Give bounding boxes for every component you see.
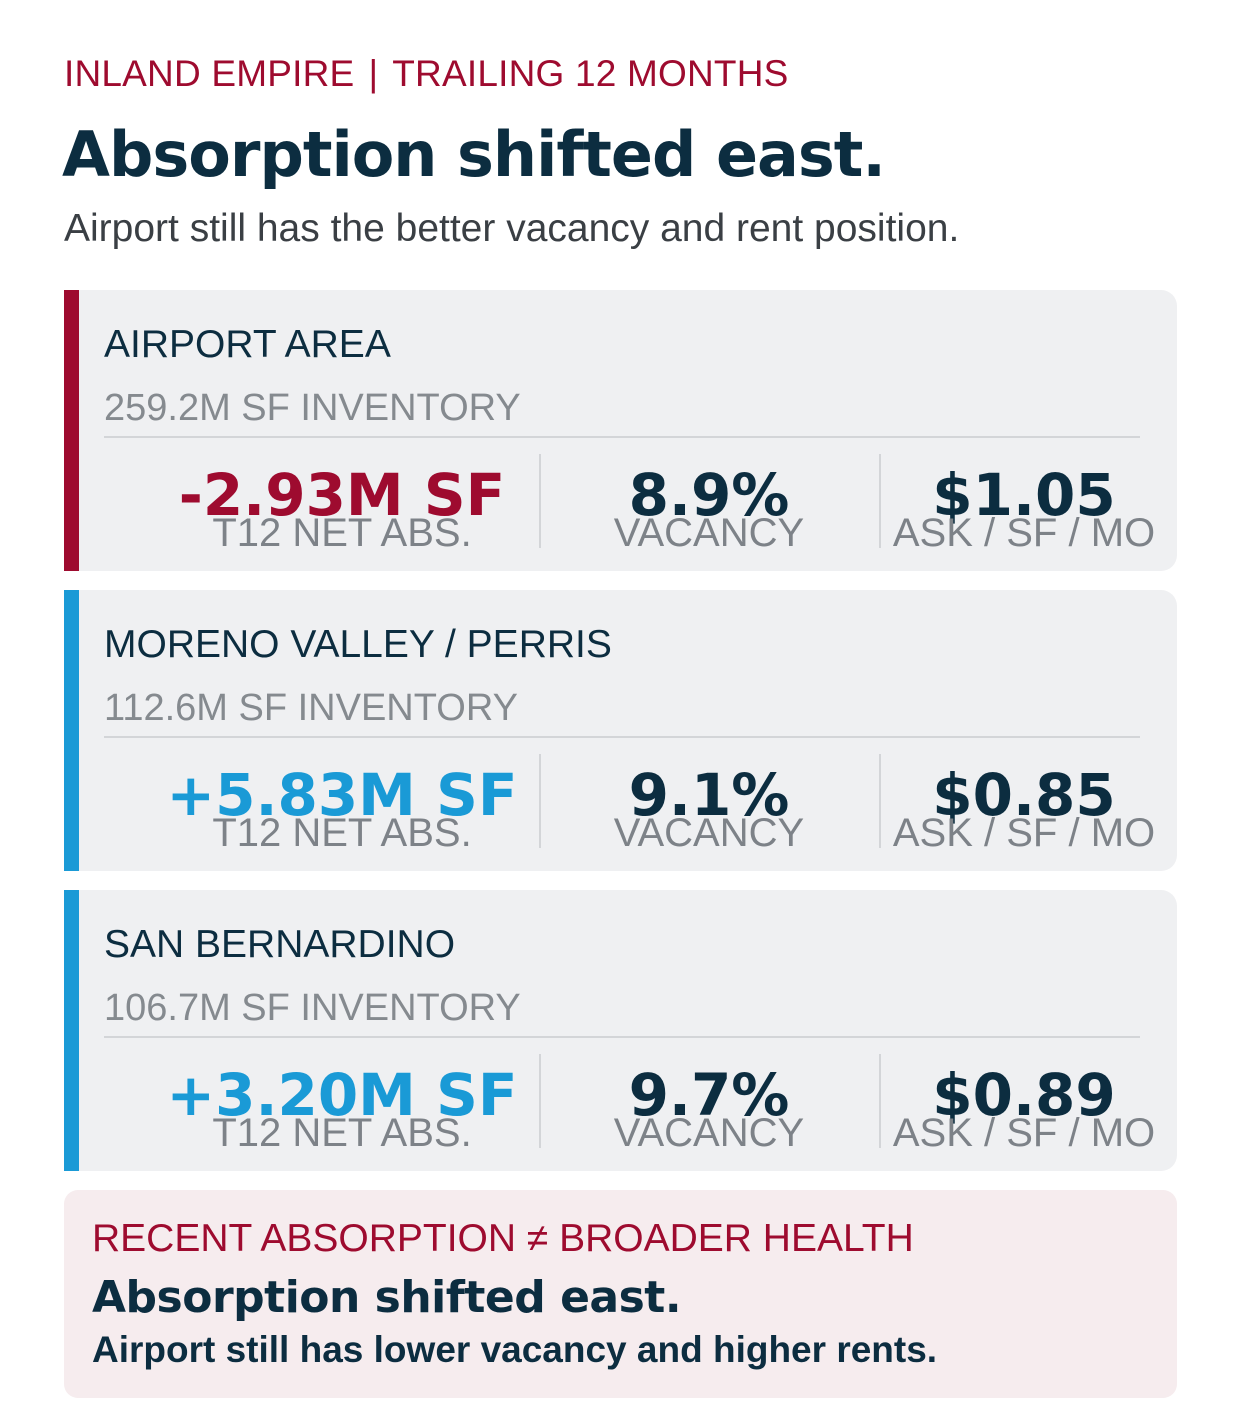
header-kicker: INLAND EMPIRE | TRAILING 12 MONTHS bbox=[64, 52, 789, 96]
submarket-card-airport-area: AIRPORT AREA 259.2M SF INVENTORY -2.93M … bbox=[64, 290, 1177, 571]
asking-rent-label: ASK / SF / MO bbox=[892, 511, 1156, 555]
vacancy-value: 8.9% bbox=[628, 461, 790, 529]
metric-vacancy: 9.1% VACANCY bbox=[574, 764, 844, 854]
period-label: TRAILING 12 MONTHS bbox=[392, 53, 789, 94]
metric-asking-rent: $0.89 ASK / SF / MO bbox=[874, 1064, 1174, 1154]
card-divider bbox=[104, 1036, 1140, 1038]
region-label: INLAND EMPIRE bbox=[64, 53, 355, 94]
vacancy-label: VACANCY bbox=[613, 811, 805, 855]
card-accent-bar bbox=[64, 590, 79, 871]
metric-vacancy: 8.9% VACANCY bbox=[574, 464, 844, 554]
net-absorption-label: T12 NET ABS. bbox=[212, 811, 472, 855]
metric-divider bbox=[879, 454, 881, 548]
metric-divider bbox=[879, 1054, 881, 1148]
submarket-name: AIRPORT AREA bbox=[104, 323, 391, 366]
page-title: Absorption shifted east. bbox=[62, 118, 886, 191]
metric-divider bbox=[539, 454, 541, 548]
asking-rent-value: $0.85 bbox=[932, 761, 1116, 829]
net-absorption-value: -2.93M SF bbox=[178, 461, 506, 529]
metric-asking-rent: $1.05 ASK / SF / MO bbox=[874, 464, 1174, 554]
callout-body: Airport still has lower vacancy and high… bbox=[92, 1329, 938, 1370]
vacancy-label: VACANCY bbox=[613, 511, 805, 555]
metric-divider bbox=[539, 1054, 541, 1148]
card-divider bbox=[104, 436, 1140, 438]
submarket-inventory: 112.6M SF INVENTORY bbox=[104, 687, 518, 729]
kicker-separator: | bbox=[368, 53, 379, 94]
callout-kicker: RECENT ABSORPTION ≠ BROADER HEALTH bbox=[92, 1217, 914, 1260]
asking-rent-label: ASK / SF / MO bbox=[892, 811, 1156, 855]
net-absorption-value: +5.83M SF bbox=[166, 761, 518, 829]
card-divider bbox=[104, 736, 1140, 738]
metric-net-absorption: +5.83M SF T12 NET ABS. bbox=[122, 764, 562, 854]
submarket-inventory: 259.2M SF INVENTORY bbox=[104, 387, 521, 429]
card-accent-bar bbox=[64, 290, 79, 571]
callout-box: RECENT ABSORPTION ≠ BROADER HEALTH Absor… bbox=[64, 1190, 1177, 1398]
card-accent-bar bbox=[64, 890, 79, 1171]
metric-net-absorption: -2.93M SF T12 NET ABS. bbox=[122, 464, 562, 554]
metric-divider bbox=[539, 754, 541, 848]
net-absorption-value: +3.20M SF bbox=[166, 1061, 518, 1129]
metric-vacancy: 9.7% VACANCY bbox=[574, 1064, 844, 1154]
asking-rent-label: ASK / SF / MO bbox=[892, 1111, 1156, 1155]
callout-headline: Absorption shifted east. bbox=[92, 1272, 682, 1323]
net-absorption-label: T12 NET ABS. bbox=[212, 511, 472, 555]
submarket-name: MORENO VALLEY / PERRIS bbox=[104, 623, 612, 666]
submarket-name: SAN BERNARDINO bbox=[104, 923, 456, 966]
submarket-card-moreno-valley-perris: MORENO VALLEY / PERRIS 112.6M SF INVENTO… bbox=[64, 590, 1177, 871]
page-subtitle: Airport still has the better vacancy and… bbox=[64, 207, 960, 250]
asking-rent-value: $1.05 bbox=[932, 461, 1116, 529]
net-absorption-label: T12 NET ABS. bbox=[212, 1111, 472, 1155]
submarket-inventory: 106.7M SF INVENTORY bbox=[104, 987, 521, 1029]
vacancy-value: 9.7% bbox=[628, 1061, 790, 1129]
vacancy-label: VACANCY bbox=[613, 1111, 805, 1155]
asking-rent-value: $0.89 bbox=[932, 1061, 1116, 1129]
metric-net-absorption: +3.20M SF T12 NET ABS. bbox=[122, 1064, 562, 1154]
metric-divider bbox=[879, 754, 881, 848]
submarket-card-san-bernardino: SAN BERNARDINO 106.7M SF INVENTORY +3.20… bbox=[64, 890, 1177, 1171]
metric-asking-rent: $0.85 ASK / SF / MO bbox=[874, 764, 1174, 854]
vacancy-value: 9.1% bbox=[628, 761, 790, 829]
